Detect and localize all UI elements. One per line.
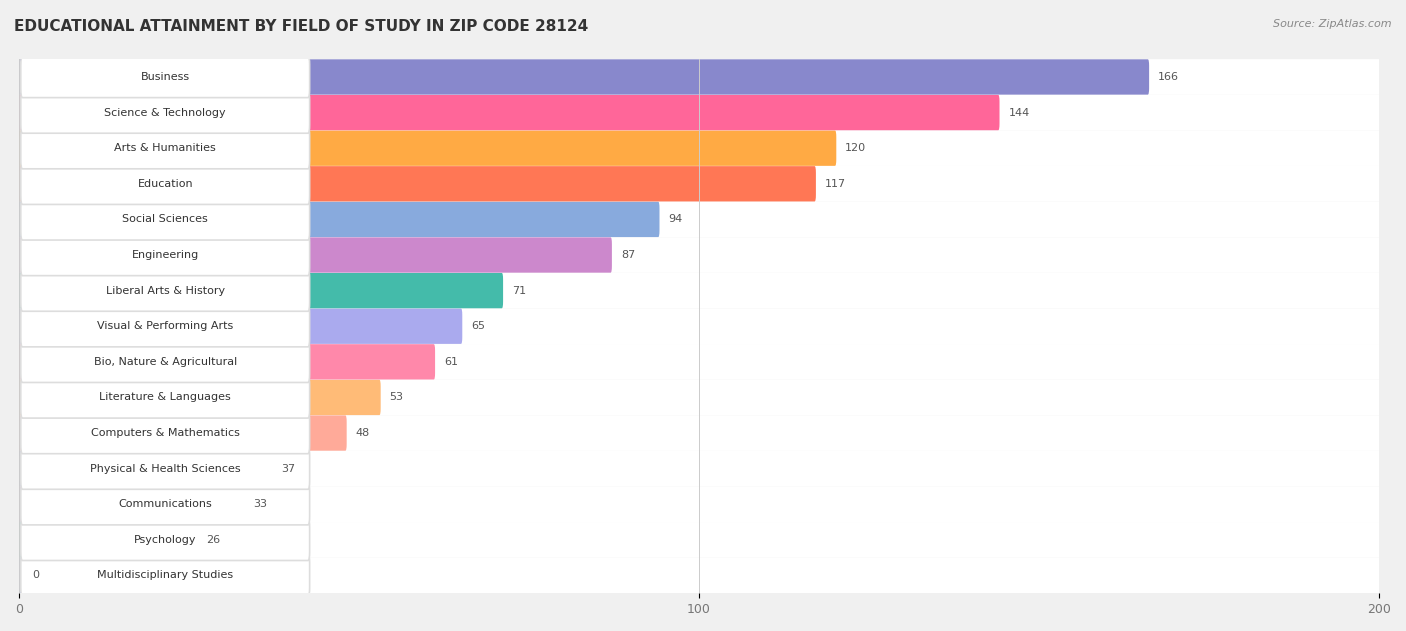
Text: 53: 53: [389, 392, 404, 403]
FancyBboxPatch shape: [20, 201, 1379, 237]
FancyBboxPatch shape: [20, 59, 1379, 95]
FancyBboxPatch shape: [21, 56, 309, 98]
FancyBboxPatch shape: [20, 273, 1379, 309]
Text: Education: Education: [138, 179, 193, 189]
Text: Bio, Nature & Agricultural: Bio, Nature & Agricultural: [94, 357, 236, 367]
Text: 37: 37: [281, 464, 295, 474]
Text: Arts & Humanities: Arts & Humanities: [114, 143, 217, 153]
FancyBboxPatch shape: [18, 415, 347, 451]
Text: Science & Technology: Science & Technology: [104, 107, 226, 117]
Text: 65: 65: [471, 321, 485, 331]
Text: Visual & Performing Arts: Visual & Performing Arts: [97, 321, 233, 331]
FancyBboxPatch shape: [20, 522, 1379, 558]
Text: Engineering: Engineering: [132, 250, 198, 260]
FancyBboxPatch shape: [21, 519, 309, 560]
FancyBboxPatch shape: [21, 270, 309, 311]
Text: EDUCATIONAL ATTAINMENT BY FIELD OF STUDY IN ZIP CODE 28124: EDUCATIONAL ATTAINMENT BY FIELD OF STUDY…: [14, 19, 588, 34]
Text: 117: 117: [825, 179, 846, 189]
FancyBboxPatch shape: [18, 522, 197, 558]
FancyBboxPatch shape: [20, 558, 1379, 593]
Text: 0: 0: [32, 570, 39, 581]
FancyBboxPatch shape: [18, 380, 381, 415]
Text: Psychology: Psychology: [134, 535, 197, 545]
Text: 71: 71: [512, 286, 526, 295]
Text: Physical & Health Sciences: Physical & Health Sciences: [90, 464, 240, 474]
FancyBboxPatch shape: [21, 127, 309, 169]
FancyBboxPatch shape: [21, 305, 309, 347]
Text: 48: 48: [356, 428, 370, 438]
FancyBboxPatch shape: [18, 237, 612, 273]
FancyBboxPatch shape: [18, 273, 503, 309]
Text: Literature & Languages: Literature & Languages: [100, 392, 231, 403]
Text: Source: ZipAtlas.com: Source: ZipAtlas.com: [1274, 19, 1392, 29]
FancyBboxPatch shape: [18, 558, 24, 593]
FancyBboxPatch shape: [20, 95, 1379, 131]
FancyBboxPatch shape: [18, 95, 1000, 130]
Text: Communications: Communications: [118, 499, 212, 509]
Text: Social Sciences: Social Sciences: [122, 215, 208, 225]
FancyBboxPatch shape: [18, 309, 463, 344]
FancyBboxPatch shape: [21, 341, 309, 382]
Text: Computers & Mathematics: Computers & Mathematics: [91, 428, 239, 438]
FancyBboxPatch shape: [20, 415, 1379, 451]
Text: Liberal Arts & History: Liberal Arts & History: [105, 286, 225, 295]
FancyBboxPatch shape: [18, 344, 434, 379]
FancyBboxPatch shape: [20, 309, 1379, 344]
FancyBboxPatch shape: [20, 487, 1379, 522]
Text: 87: 87: [621, 250, 636, 260]
Text: 94: 94: [668, 215, 683, 225]
Text: 61: 61: [444, 357, 458, 367]
Text: Multidisciplinary Studies: Multidisciplinary Studies: [97, 570, 233, 581]
Text: 166: 166: [1159, 72, 1180, 82]
FancyBboxPatch shape: [21, 483, 309, 525]
FancyBboxPatch shape: [21, 163, 309, 204]
Text: 26: 26: [207, 535, 221, 545]
FancyBboxPatch shape: [20, 131, 1379, 166]
FancyBboxPatch shape: [20, 380, 1379, 415]
FancyBboxPatch shape: [18, 131, 837, 166]
Text: 144: 144: [1008, 107, 1029, 117]
FancyBboxPatch shape: [21, 234, 309, 276]
Text: 120: 120: [845, 143, 866, 153]
Text: Business: Business: [141, 72, 190, 82]
FancyBboxPatch shape: [21, 448, 309, 489]
FancyBboxPatch shape: [20, 451, 1379, 487]
FancyBboxPatch shape: [20, 344, 1379, 380]
FancyBboxPatch shape: [18, 202, 659, 237]
FancyBboxPatch shape: [18, 487, 245, 522]
FancyBboxPatch shape: [21, 92, 309, 133]
FancyBboxPatch shape: [18, 166, 815, 201]
FancyBboxPatch shape: [18, 451, 271, 487]
FancyBboxPatch shape: [21, 555, 309, 596]
Text: 33: 33: [253, 499, 267, 509]
FancyBboxPatch shape: [18, 59, 1149, 95]
FancyBboxPatch shape: [21, 377, 309, 418]
FancyBboxPatch shape: [20, 166, 1379, 201]
FancyBboxPatch shape: [20, 237, 1379, 273]
FancyBboxPatch shape: [21, 413, 309, 454]
FancyBboxPatch shape: [21, 199, 309, 240]
